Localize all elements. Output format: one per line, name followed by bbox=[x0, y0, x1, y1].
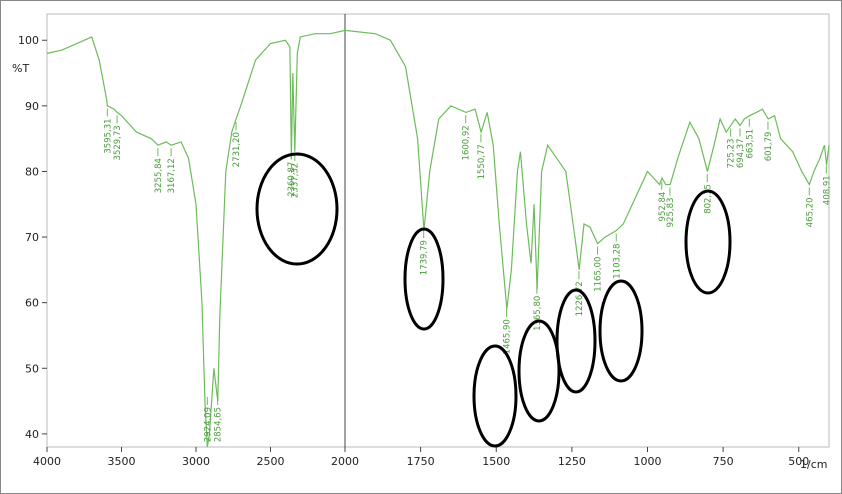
y-tick-label: 70 bbox=[25, 231, 39, 244]
peak-label: 3255,84 bbox=[154, 158, 164, 193]
x-tick-label: 500 bbox=[788, 455, 809, 468]
peak-label: 3595,31 bbox=[103, 118, 113, 153]
peak-label: 2337,32 bbox=[291, 163, 301, 198]
x-tick-label: 2000 bbox=[331, 455, 359, 468]
y-axis-label: %T bbox=[12, 62, 29, 75]
peak-label: 725,23 bbox=[727, 139, 737, 169]
y-tick-label: 90 bbox=[25, 100, 39, 113]
spectrum-line bbox=[46, 29, 830, 448]
y-tick-label: 50 bbox=[25, 362, 39, 375]
x-tick-label: 750 bbox=[713, 455, 734, 468]
peak-label: 2924,09 bbox=[203, 407, 213, 442]
peak-label: 3167,12 bbox=[167, 158, 177, 193]
peak-label: 1165,00 bbox=[594, 257, 604, 292]
x-axis-label: 1/cm bbox=[800, 458, 827, 471]
peak-label: 1465,90 bbox=[503, 319, 513, 354]
marks: 40 50 60 70 80 90 100 4000 3500 3000 2500 2000 1750 1… bbox=[18, 14, 832, 468]
circle bbox=[517, 319, 561, 423]
peak-label: 1600,92 bbox=[462, 125, 472, 160]
peak-label: 465,20 bbox=[805, 197, 815, 227]
plot-area bbox=[46, 13, 830, 448]
peak-label: 408,91 bbox=[822, 175, 832, 205]
x-tick-label: 3000 bbox=[182, 455, 210, 468]
peak-label: 663,51 bbox=[745, 129, 755, 159]
peak-label: 802,35 bbox=[703, 184, 713, 214]
peak-label: 2854,65 bbox=[214, 407, 224, 442]
y-tick-label: 60 bbox=[25, 297, 39, 310]
y-tick-label: 100 bbox=[18, 34, 39, 47]
x-tick-label: 1250 bbox=[558, 455, 586, 468]
peak-label: 3529,73 bbox=[113, 125, 123, 160]
y-tick-label: 40 bbox=[25, 428, 39, 441]
highlight-circles bbox=[255, 152, 732, 448]
circle bbox=[255, 152, 339, 266]
x-tick-label: 4000 bbox=[33, 455, 61, 468]
peak-label: 601,79 bbox=[764, 132, 774, 162]
peak-label: 1226,72 bbox=[575, 281, 585, 316]
x-tick-label: 3500 bbox=[108, 455, 136, 468]
peak-label: 925,83 bbox=[666, 198, 676, 228]
circle bbox=[684, 189, 732, 295]
x-tick-label: 1000 bbox=[634, 455, 662, 468]
y-tick-label: 80 bbox=[25, 165, 39, 178]
circle bbox=[472, 344, 518, 448]
peak-label: 2731,20 bbox=[232, 132, 242, 167]
x-tick-label: 2500 bbox=[257, 455, 285, 468]
peak-label: 1103,28 bbox=[612, 244, 622, 279]
peak-label: 694,37 bbox=[736, 138, 746, 168]
circle bbox=[403, 227, 445, 331]
x-tick-label: 1750 bbox=[407, 455, 435, 468]
peak-label: 1365,80 bbox=[533, 296, 543, 331]
peak-label: 2360,87 bbox=[287, 162, 297, 197]
circle bbox=[555, 288, 597, 394]
peak-label: 1739,79 bbox=[420, 240, 430, 275]
circle bbox=[598, 279, 644, 383]
peak-label: 1550,77 bbox=[477, 144, 487, 179]
peak-label: 952,84 bbox=[658, 192, 668, 222]
x-tick-label: 1500 bbox=[482, 455, 510, 468]
